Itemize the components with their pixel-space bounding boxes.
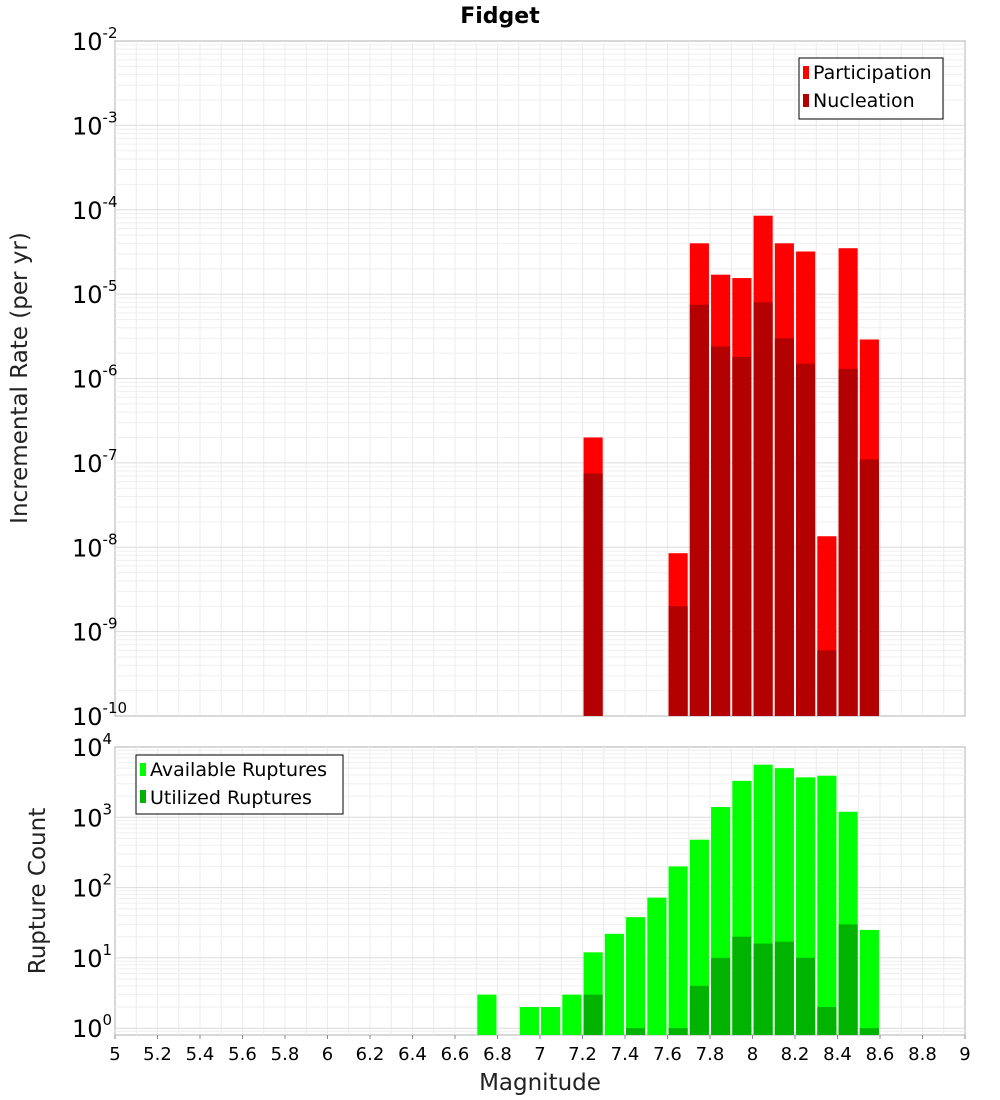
available-ruptures-bar	[477, 994, 497, 1035]
utilized-ruptures-bar	[838, 924, 858, 1035]
x-tick-label: 7.8	[696, 1044, 725, 1065]
legend-label-nucleation: Nucleation	[813, 90, 915, 112]
nucleation-bar	[583, 473, 603, 716]
nucleation-bar	[774, 338, 794, 716]
y-tick-label: 10-8	[72, 530, 118, 562]
x-tick-label: 7.4	[611, 1044, 640, 1065]
count-y-axis-title: Rupture Count	[25, 808, 51, 974]
x-tick-label: 5.8	[271, 1044, 300, 1065]
x-tick-label: 5.6	[228, 1044, 257, 1065]
y-tick-label: 101	[72, 941, 112, 973]
y-tick-label: 10-3	[72, 108, 118, 140]
x-tick-label: 6.8	[483, 1044, 512, 1065]
utilized-ruptures-bar	[796, 957, 816, 1035]
y-tick-label: 104	[72, 730, 112, 762]
legend-swatch-nucleation	[803, 94, 809, 107]
utilized-ruptures-bar	[732, 936, 752, 1035]
rate-bars	[583, 215, 879, 717]
x-tick-label: 6	[322, 1044, 333, 1065]
nucleation-bar	[753, 302, 773, 716]
y-tick-label: 10-10	[72, 699, 127, 731]
available-ruptures-bar	[541, 1007, 561, 1035]
utilized-ruptures-bar	[668, 1028, 688, 1035]
x-tick-label: 8	[747, 1044, 758, 1065]
count-panel: 100 101 102 103 104 5 5.2 5.4 5.6 5.8 6 6.2 6.4 6.6 6…	[25, 730, 971, 1096]
utilized-ruptures-bar	[817, 1007, 837, 1035]
legend-label-participation: Participation	[813, 62, 932, 84]
available-ruptures-bar	[647, 897, 667, 1035]
rate-legend: Participation Nucleation	[798, 57, 944, 120]
utilized-ruptures-bar	[711, 957, 731, 1035]
nucleation-bar	[859, 459, 879, 716]
x-tick-label: 6.6	[441, 1044, 470, 1065]
legend-swatch-participation	[803, 66, 809, 79]
nucleation-bar	[689, 304, 709, 716]
x-tick-label: 5	[109, 1044, 120, 1065]
rate-panel: 10-10 10-9 10-8 10-7 10-6 10-5 10-4 10-3 10-2 In…	[7, 24, 966, 731]
utilized-ruptures-bar	[774, 941, 794, 1035]
y-tick-label: 10-5	[72, 277, 118, 309]
available-ruptures-bar	[604, 933, 624, 1035]
y-tick-label: 10-7	[72, 446, 118, 478]
x-tick-label: 7.6	[653, 1044, 682, 1065]
utilized-ruptures-bar	[689, 985, 709, 1035]
x-tick-label: 5.2	[143, 1044, 172, 1065]
count-legend: Available Ruptures Utilized Ruptures	[135, 754, 344, 815]
available-ruptures-bar	[519, 1007, 539, 1035]
nucleation-bar	[668, 606, 688, 716]
x-axis-title: Magnitude	[479, 1070, 601, 1096]
rate-legend-box	[798, 57, 944, 120]
count-bars	[477, 764, 879, 1035]
legend-swatch-available	[140, 763, 146, 776]
available-ruptures-bar	[668, 866, 688, 1035]
utilized-ruptures-bar	[626, 1028, 646, 1035]
y-tick-label: 10-4	[72, 193, 118, 225]
rate-grid	[115, 41, 965, 716]
x-tick-label: 7.2	[568, 1044, 597, 1065]
count-x-ticks: 5 5.2 5.4 5.6 5.8 6 6.2 6.4 6.6 6.8 7 7.2 7.4 7.6 7.8 8…	[109, 1035, 971, 1065]
available-ruptures-bar	[626, 917, 646, 1035]
x-tick-label: 6.4	[398, 1044, 427, 1065]
y-tick-label: 10-9	[72, 615, 118, 647]
x-tick-label: 8.8	[908, 1044, 937, 1065]
y-tick-label: 102	[72, 871, 112, 903]
x-tick-label: 5.4	[186, 1044, 215, 1065]
x-tick-label: 8.6	[866, 1044, 895, 1065]
available-ruptures-bar	[562, 994, 582, 1035]
count-legend-box	[135, 754, 344, 815]
y-tick-label: 10-2	[72, 24, 118, 56]
available-ruptures-bar	[817, 775, 837, 1035]
nucleation-bar	[817, 650, 837, 716]
nucleation-bar	[796, 363, 816, 716]
x-tick-label: 8.4	[823, 1044, 852, 1065]
x-tick-label: 6.2	[356, 1044, 385, 1065]
legend-swatch-utilized	[140, 790, 146, 803]
count-y-ticks: 100 101 102 103 104	[72, 730, 112, 1043]
nucleation-bar	[711, 346, 731, 716]
nucleation-bar	[732, 356, 752, 716]
nucleation-bar	[838, 368, 858, 716]
chart-title: Fidget	[460, 4, 540, 29]
y-tick-label: 103	[72, 800, 112, 832]
y-tick-label: 10-6	[72, 362, 118, 394]
utilized-ruptures-bar	[753, 943, 773, 1035]
x-tick-label: 8.2	[781, 1044, 810, 1065]
utilized-ruptures-bar	[583, 994, 603, 1035]
utilized-ruptures-bar	[859, 1028, 879, 1035]
y-tick-label: 100	[72, 1011, 112, 1043]
rate-y-ticks: 10-10 10-9 10-8 10-7 10-6 10-5 10-4 10-3 10-2	[72, 24, 127, 731]
available-ruptures-bar	[859, 929, 879, 1035]
legend-label-available: Available Ruptures	[150, 759, 327, 781]
x-tick-label: 7	[534, 1044, 545, 1065]
legend-label-utilized: Utilized Ruptures	[150, 787, 312, 809]
rate-y-axis-title: Incremental Rate (per yr)	[7, 232, 33, 524]
x-tick-label: 9	[959, 1044, 970, 1065]
